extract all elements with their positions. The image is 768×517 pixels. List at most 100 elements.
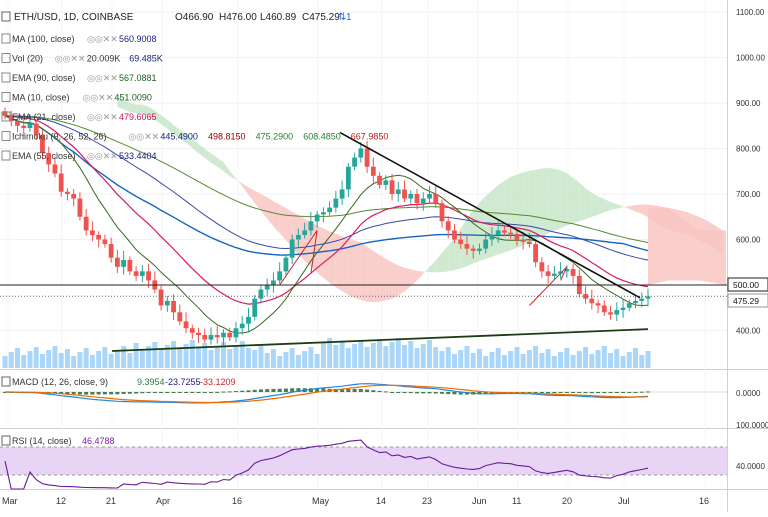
collapse-toggle-icon[interactable]	[1, 131, 11, 141]
cloud-segment	[354, 240, 361, 301]
candle-body	[414, 194, 420, 204]
candle-body	[620, 307, 626, 311]
volume-bar	[270, 349, 276, 368]
macd-pane[interactable]	[0, 383, 727, 404]
cloud-segment	[473, 202, 480, 264]
macd-histogram-bar	[415, 392, 420, 394]
rsi-pane[interactable]	[0, 439, 727, 490]
cloud-segment	[217, 157, 224, 172]
cloud-segment	[435, 253, 442, 273]
indicator-label[interactable]: MA (10, close)	[12, 93, 70, 103]
volume-bars	[2, 338, 651, 368]
red-pattern-line	[529, 266, 568, 306]
symbol-title[interactable]: ETH/USD, 1D, COINBASE	[14, 12, 134, 23]
indicator-label[interactable]: EMA (55, close)	[12, 151, 76, 161]
candle-body	[114, 257, 120, 267]
volume-bar	[139, 350, 145, 368]
indicator-value: 69.485K	[129, 54, 163, 64]
rsi-label[interactable]: RSI (14, close)	[12, 436, 72, 446]
moving-averages	[4, 115, 649, 334]
volume-bar	[595, 350, 601, 368]
collapse-toggle-icon[interactable]	[1, 376, 11, 387]
trendlines[interactable]	[0, 131, 727, 352]
candle-body	[452, 230, 457, 240]
collapse-toggle-icon[interactable]	[1, 150, 11, 161]
macd-value-macd: -23.7255	[165, 377, 201, 387]
volume-bar	[451, 354, 457, 368]
candle-body	[458, 239, 464, 245]
macd-histogram-bar	[421, 392, 426, 394]
settings-icons[interactable]: ◎◎✕✕	[87, 112, 118, 122]
macd-histogram-bar	[521, 392, 526, 393]
volume-bar	[495, 348, 501, 368]
volume-bar	[408, 341, 414, 368]
candle-body	[133, 271, 139, 276]
macd-histogram-bar	[115, 392, 120, 395]
volume-bar	[77, 352, 83, 368]
collapse-toggle-icon[interactable]	[1, 435, 11, 446]
settings-icons[interactable]: ◎◎✕✕	[128, 132, 159, 142]
macd-histogram-bar	[283, 388, 288, 392]
cloud-segment	[523, 170, 530, 246]
cloud-segment	[273, 201, 280, 234]
macd-histogram-bar	[365, 389, 370, 392]
indicator-value: 533.4404	[119, 151, 157, 161]
collapse-toggle-icon[interactable]	[1, 11, 11, 22]
indicator-value: 667.9850	[351, 132, 389, 142]
volume-bar	[146, 346, 152, 368]
settings-icons[interactable]: ◎◎✕✕	[87, 73, 118, 83]
cloud-segment	[566, 173, 574, 226]
volume-bar	[308, 347, 314, 368]
ema90-line	[4, 115, 649, 243]
candle-body	[277, 271, 283, 281]
candle-body	[71, 194, 77, 199]
candle-body	[477, 248, 482, 251]
macd-histogram-bar	[533, 392, 538, 393]
compare-icon[interactable]: ⇅	[338, 12, 346, 23]
volume-bar	[220, 342, 226, 368]
macd-histogram-bar	[152, 392, 157, 393]
macd-histogram-bar	[583, 392, 588, 394]
volume-bar	[533, 346, 539, 368]
rsi-band	[0, 447, 727, 475]
price-tick-label: 800.00	[736, 145, 761, 154]
volume-bar	[133, 343, 139, 368]
macd-value-hist: 9.3954	[137, 377, 165, 387]
indicator-label[interactable]: EMA (90, close)	[12, 73, 76, 83]
candle-body	[27, 123, 33, 129]
settings-icons[interactable]: ◎◎✕✕	[87, 151, 118, 161]
collapse-toggle-icon[interactable]	[1, 53, 11, 63]
indicator-label[interactable]: MA (100, close)	[12, 34, 75, 44]
settings-icons[interactable]: ◎◎✕✕	[87, 34, 118, 44]
indicator-label[interactable]: Ichimoku (9, 26, 52, 26)	[12, 132, 107, 142]
macd-line	[4, 383, 649, 404]
volume-bar	[64, 349, 70, 368]
macd-histogram-bar	[439, 392, 444, 394]
volume-bar	[8, 352, 14, 368]
macd-histogram-bar	[527, 392, 532, 393]
cloud-segment	[529, 169, 536, 243]
indicator-label[interactable]: Vol (20)	[12, 54, 43, 64]
indicator-value: 560.9008	[119, 34, 157, 44]
collapse-toggle-icon[interactable]	[1, 92, 11, 102]
cloud-segment	[491, 185, 499, 257]
macd-histogram-bar	[71, 392, 76, 395]
collapse-toggle-icon[interactable]	[1, 33, 11, 44]
macd-histogram-bar	[646, 391, 650, 393]
candle-body	[558, 271, 564, 274]
collapse-toggle-icon[interactable]	[1, 111, 11, 122]
settings-icons[interactable]: ◎◎✕✕	[82, 93, 113, 103]
settings-icons[interactable]: ◎◎✕✕	[55, 54, 86, 64]
cloud-segment	[510, 174, 517, 251]
volume-bar	[108, 354, 114, 368]
candle-body	[8, 115, 14, 122]
cloud-segment	[629, 205, 636, 212]
collapse-toggle-icon[interactable]	[1, 72, 11, 83]
volume-bar	[514, 347, 520, 368]
volume-bar	[508, 351, 514, 368]
macd-label[interactable]: MACD (12, 26, close, 9)	[12, 377, 108, 387]
cloud-segment	[179, 129, 187, 143]
indicator-label[interactable]: EMA (21, close)	[12, 112, 76, 122]
macd-histogram-bar	[377, 390, 382, 392]
